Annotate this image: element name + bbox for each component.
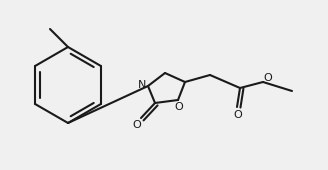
Text: N: N	[138, 80, 146, 90]
Text: O: O	[234, 110, 242, 120]
Text: O: O	[174, 102, 183, 112]
Text: O: O	[264, 73, 272, 83]
Text: O: O	[133, 120, 141, 130]
